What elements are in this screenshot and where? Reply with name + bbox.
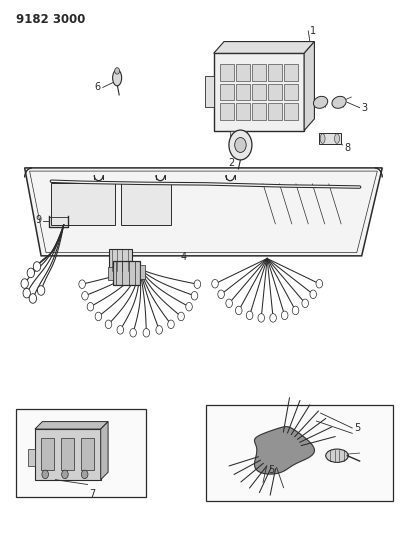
FancyBboxPatch shape [236, 103, 250, 120]
FancyBboxPatch shape [113, 261, 140, 285]
Ellipse shape [314, 96, 328, 108]
Text: 3: 3 [362, 103, 368, 112]
FancyBboxPatch shape [109, 249, 132, 271]
Polygon shape [101, 422, 108, 480]
Circle shape [236, 306, 242, 314]
Circle shape [81, 470, 88, 479]
FancyBboxPatch shape [220, 64, 234, 81]
Circle shape [87, 302, 94, 311]
FancyBboxPatch shape [252, 64, 266, 81]
Circle shape [37, 286, 45, 295]
Polygon shape [304, 42, 314, 131]
FancyBboxPatch shape [35, 429, 101, 480]
FancyBboxPatch shape [220, 84, 234, 100]
Text: 7: 7 [90, 489, 96, 499]
FancyBboxPatch shape [284, 84, 298, 100]
Circle shape [130, 328, 136, 337]
Polygon shape [254, 427, 314, 474]
Circle shape [27, 268, 35, 278]
FancyBboxPatch shape [81, 438, 94, 470]
Polygon shape [35, 422, 108, 429]
FancyBboxPatch shape [51, 183, 115, 225]
Circle shape [229, 130, 252, 160]
Circle shape [316, 279, 323, 288]
FancyBboxPatch shape [284, 103, 298, 120]
FancyBboxPatch shape [319, 133, 341, 144]
Circle shape [226, 299, 232, 308]
FancyBboxPatch shape [220, 103, 234, 120]
FancyBboxPatch shape [268, 84, 282, 100]
FancyBboxPatch shape [252, 84, 266, 100]
Ellipse shape [320, 134, 325, 143]
FancyBboxPatch shape [284, 64, 298, 81]
Circle shape [82, 292, 88, 300]
FancyBboxPatch shape [214, 53, 304, 131]
Circle shape [186, 302, 192, 311]
Ellipse shape [326, 449, 349, 462]
Circle shape [282, 311, 288, 320]
Text: 1: 1 [310, 26, 316, 36]
Circle shape [156, 326, 162, 334]
Circle shape [115, 68, 120, 74]
Circle shape [33, 262, 41, 271]
Circle shape [105, 320, 112, 328]
FancyBboxPatch shape [121, 183, 171, 225]
Ellipse shape [113, 70, 122, 86]
Text: 9: 9 [35, 215, 41, 225]
FancyBboxPatch shape [268, 103, 282, 120]
Text: 5: 5 [354, 423, 360, 433]
Circle shape [117, 326, 124, 334]
FancyBboxPatch shape [41, 438, 54, 470]
FancyBboxPatch shape [16, 409, 146, 497]
Text: 8: 8 [344, 143, 351, 152]
FancyBboxPatch shape [140, 265, 145, 279]
FancyBboxPatch shape [28, 449, 35, 466]
Polygon shape [214, 42, 314, 53]
FancyBboxPatch shape [268, 64, 282, 81]
Circle shape [270, 313, 276, 322]
Circle shape [79, 280, 85, 288]
FancyBboxPatch shape [206, 405, 393, 501]
Text: 6: 6 [95, 83, 101, 92]
Circle shape [246, 311, 253, 320]
FancyBboxPatch shape [236, 64, 250, 81]
Circle shape [218, 290, 224, 298]
Ellipse shape [332, 96, 346, 108]
Circle shape [42, 470, 48, 479]
FancyBboxPatch shape [205, 76, 214, 108]
Circle shape [292, 306, 299, 314]
FancyBboxPatch shape [236, 84, 250, 100]
Circle shape [21, 279, 28, 288]
Circle shape [310, 290, 316, 298]
Circle shape [212, 279, 218, 288]
Circle shape [23, 288, 30, 298]
FancyBboxPatch shape [252, 103, 266, 120]
Circle shape [62, 470, 68, 479]
Circle shape [194, 280, 201, 288]
FancyBboxPatch shape [61, 438, 74, 470]
Circle shape [258, 313, 265, 322]
Text: 5: 5 [268, 465, 275, 475]
Circle shape [178, 312, 185, 321]
FancyBboxPatch shape [108, 266, 113, 280]
Ellipse shape [335, 134, 339, 143]
Circle shape [29, 294, 37, 303]
Circle shape [95, 312, 102, 321]
Circle shape [168, 320, 174, 328]
Polygon shape [25, 168, 382, 256]
Circle shape [143, 328, 150, 337]
Circle shape [302, 299, 309, 308]
Text: 4: 4 [181, 252, 187, 262]
FancyBboxPatch shape [230, 131, 247, 140]
Text: 9182 3000: 9182 3000 [16, 13, 86, 26]
Text: 2: 2 [228, 158, 234, 168]
Circle shape [191, 292, 198, 300]
Circle shape [235, 138, 246, 152]
